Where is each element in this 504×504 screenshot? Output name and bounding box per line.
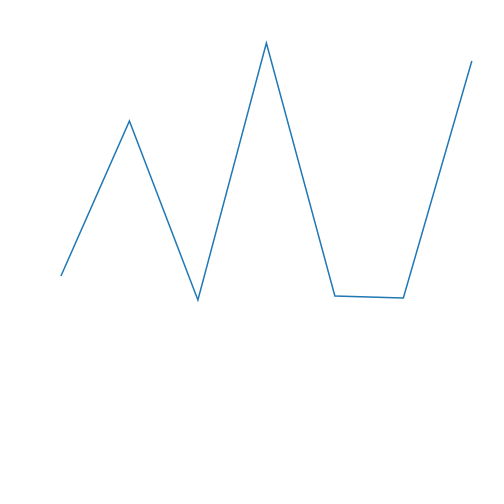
- data-line: [60, 40, 473, 303]
